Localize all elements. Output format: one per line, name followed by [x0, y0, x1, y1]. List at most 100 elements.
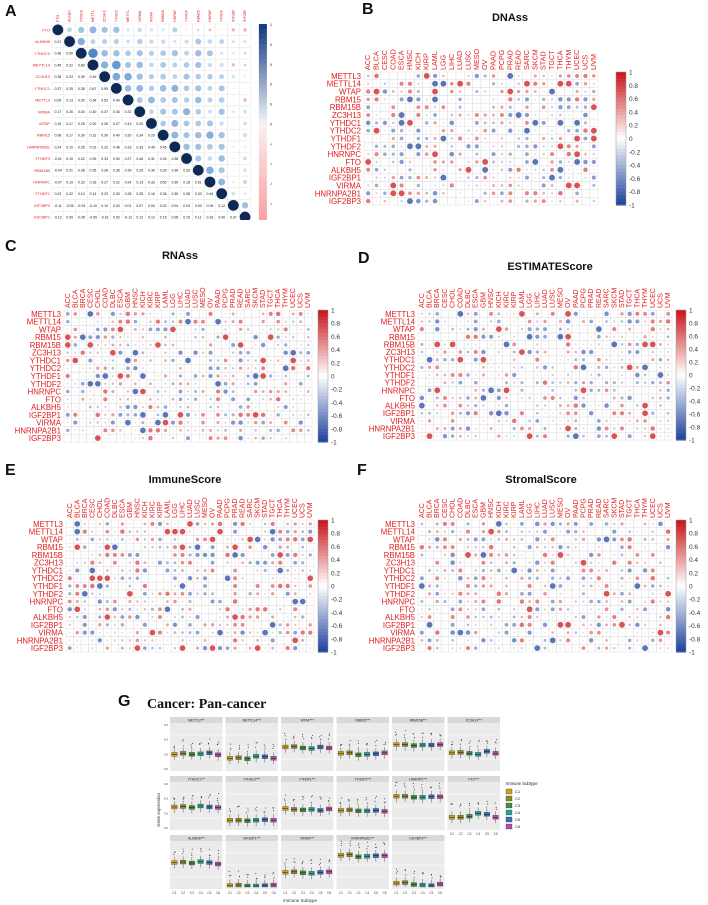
correlation-dot — [551, 328, 554, 330]
correlation-dot — [136, 608, 139, 611]
correlation-dot — [581, 380, 586, 385]
correlation-dot — [248, 592, 252, 596]
colorbar-segment — [258, 178, 267, 184]
heatmap-b: ACC BLCA CESC COAD ESCA HNSC KICH KIRP LAML LGG LI… — [315, 48, 641, 209]
corr-value: 0.16 — [90, 180, 97, 184]
correlation-dot — [598, 320, 600, 323]
correlation-dot — [256, 546, 259, 548]
column-label: LUAD — [185, 289, 192, 308]
correlation-dot — [513, 397, 515, 399]
colorbar-segment — [616, 161, 626, 166]
correlation-dot — [74, 429, 76, 432]
correlation-dot — [121, 561, 124, 564]
corr-value: 0.31 — [66, 169, 73, 173]
correlation-dot — [151, 592, 154, 595]
correlation-dot — [209, 398, 212, 401]
correlation-dot — [590, 135, 597, 142]
corr-circle — [183, 85, 190, 92]
correlation-dot — [576, 176, 578, 179]
corr-value: 0.02 — [113, 215, 120, 219]
correlation-dot — [299, 328, 302, 331]
corr-value: 0.13 — [66, 98, 73, 102]
correlation-dot — [383, 199, 387, 203]
colorbar-tick-label: -0.8 — [331, 426, 343, 433]
correlation-dot — [457, 356, 464, 363]
correlation-dot — [519, 310, 525, 317]
correlation-dot — [209, 428, 213, 432]
colorbar-segment — [676, 352, 686, 357]
corr-circle — [136, 84, 144, 92]
correlation-dot — [196, 585, 199, 587]
correlation-dot — [391, 90, 395, 93]
colorbar-segment — [258, 128, 267, 134]
correlation-dot — [598, 351, 600, 353]
correlation-dot — [164, 351, 167, 354]
correlation-dot — [551, 419, 554, 422]
correlation-dot — [574, 350, 578, 354]
correlation-dot — [309, 569, 312, 572]
column-label: KICH — [140, 291, 147, 308]
correlation-dot — [420, 411, 424, 415]
column-label: THYM — [564, 50, 573, 70]
colorbar-segment — [318, 438, 328, 443]
correlation-dot — [209, 359, 213, 362]
correlation-dot — [605, 343, 608, 346]
correlation-dot — [247, 320, 249, 323]
correlation-dot — [188, 600, 192, 604]
correlation-dot — [65, 389, 70, 394]
correlation-dot — [521, 374, 523, 376]
correlation-dot — [511, 418, 517, 424]
correlation-dot — [550, 167, 554, 172]
correlation-dot — [582, 420, 585, 422]
correlation-dot — [566, 381, 570, 385]
correlation-dot — [458, 411, 462, 415]
correlation-dot — [383, 191, 387, 195]
correlation-dot — [210, 552, 215, 558]
correlation-dot — [74, 375, 76, 377]
correlation-dot — [498, 427, 500, 430]
correlation-dot — [391, 112, 396, 118]
correlation-dot — [110, 327, 115, 332]
correlation-dot — [628, 419, 631, 422]
correlation-dot — [210, 599, 215, 604]
correlation-dot — [525, 120, 529, 125]
column-label: ACC — [65, 293, 72, 308]
correlation-dot — [643, 419, 647, 423]
row-label: FTO — [46, 395, 61, 404]
correlation-dot — [382, 89, 388, 94]
correlation-dot — [96, 421, 100, 424]
colorbar-segment — [258, 58, 267, 65]
correlation-dot — [592, 82, 595, 85]
correlation-dot — [187, 575, 193, 581]
correlation-dot — [524, 97, 530, 102]
corr-circle — [101, 49, 108, 57]
column-label: PRAD — [232, 499, 239, 518]
correlation-dot — [651, 335, 654, 338]
correlation-dot — [492, 160, 495, 164]
correlation-dot — [428, 404, 431, 407]
correlation-dot — [520, 426, 524, 431]
column-label: BLCA — [74, 499, 81, 518]
corr-value: 0.10 — [66, 145, 73, 149]
correlation-dot — [391, 144, 396, 149]
column-label: UVM — [665, 292, 672, 308]
correlation-dot — [164, 313, 167, 315]
row-label: ZC3H13 — [332, 111, 361, 120]
correlation-dot — [567, 169, 570, 171]
correlation-dot — [240, 521, 245, 527]
corr-circle — [102, 38, 108, 45]
correlation-dot — [399, 175, 404, 180]
correlation-dot — [467, 90, 470, 93]
correlation-dot — [574, 151, 581, 158]
correlation-dot — [269, 428, 273, 432]
correlation-dot — [254, 344, 257, 346]
correlation-dot — [508, 105, 512, 109]
correlation-dot — [238, 327, 243, 332]
correlation-dot — [81, 397, 85, 401]
correlation-dot — [247, 344, 249, 346]
correlation-dot — [407, 89, 412, 94]
correlation-dot — [497, 343, 500, 346]
correlation-dot — [232, 336, 234, 338]
correlation-dot — [467, 381, 469, 384]
column-label: STAD — [260, 290, 267, 308]
